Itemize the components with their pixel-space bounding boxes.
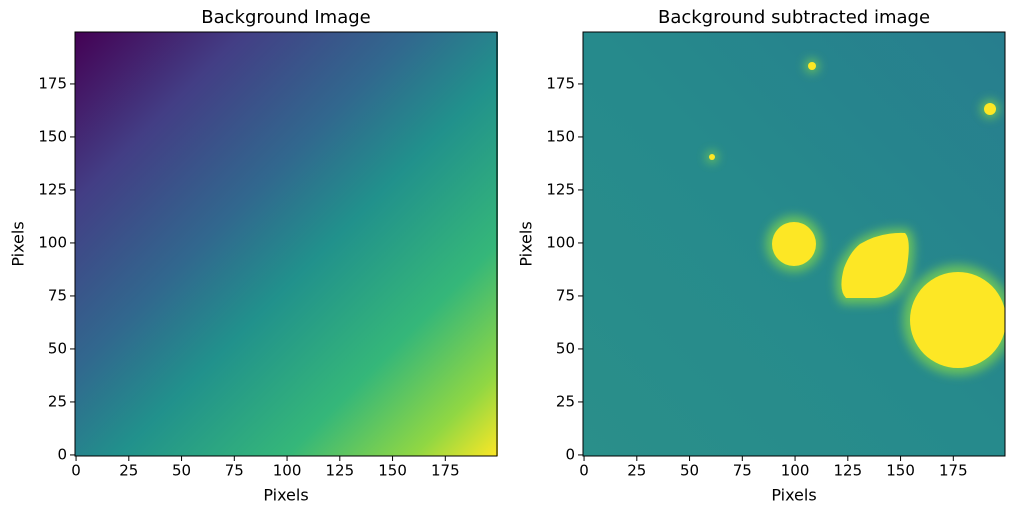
y-tick-label: 0	[565, 445, 575, 463]
x-tick-label: 50	[172, 462, 191, 480]
x-tick-label: 150	[378, 462, 407, 480]
axes-frame	[582, 31, 1006, 457]
y-tick-label: 150	[546, 127, 575, 145]
x-tick-label: 175	[939, 462, 968, 480]
x-tick-label: 150	[886, 462, 915, 480]
x-tick-label: 0	[579, 462, 589, 480]
y-tick-label: 50	[48, 339, 67, 357]
x-tick-label: 50	[680, 462, 699, 480]
y-tick-label: 25	[48, 392, 67, 410]
x-axis-label: Pixels	[771, 486, 816, 505]
y-tick-label: 0	[57, 445, 67, 463]
y-tick-label: 175	[546, 74, 575, 92]
subtracted-image	[583, 32, 1005, 456]
chart-title: Background subtracted image	[658, 7, 930, 28]
x-axis-label: Pixels	[263, 486, 308, 505]
y-tick-label: 100	[546, 233, 575, 251]
y-axis-label: Pixels	[9, 221, 28, 266]
y-tick-label: 175	[38, 74, 67, 92]
x-tick-label: 25	[627, 462, 646, 480]
y-tick-label: 125	[546, 180, 575, 198]
x-tick-label: 125	[325, 462, 354, 480]
y-tick-label: 50	[556, 339, 575, 357]
background-image	[75, 32, 498, 456]
y-tick-label: 150	[38, 127, 67, 145]
x-tick-label: 100	[273, 462, 302, 480]
y-tick-label: 75	[556, 286, 575, 304]
y-tick-label: 75	[48, 286, 67, 304]
x-tick-label: 75	[225, 462, 244, 480]
axes-frame	[74, 31, 498, 457]
x-tick-label: 100	[781, 462, 810, 480]
x-tick-label: 75	[733, 462, 752, 480]
x-tick-label: 0	[71, 462, 81, 480]
x-tick-label: 175	[431, 462, 460, 480]
y-tick-label: 25	[556, 392, 575, 410]
chart-title: Background Image	[201, 7, 370, 28]
y-axis-label: Pixels	[517, 221, 536, 266]
x-tick-label: 125	[833, 462, 862, 480]
y-tick-label: 125	[38, 180, 67, 198]
x-tick-label: 25	[119, 462, 138, 480]
y-tick-label: 100	[38, 233, 67, 251]
